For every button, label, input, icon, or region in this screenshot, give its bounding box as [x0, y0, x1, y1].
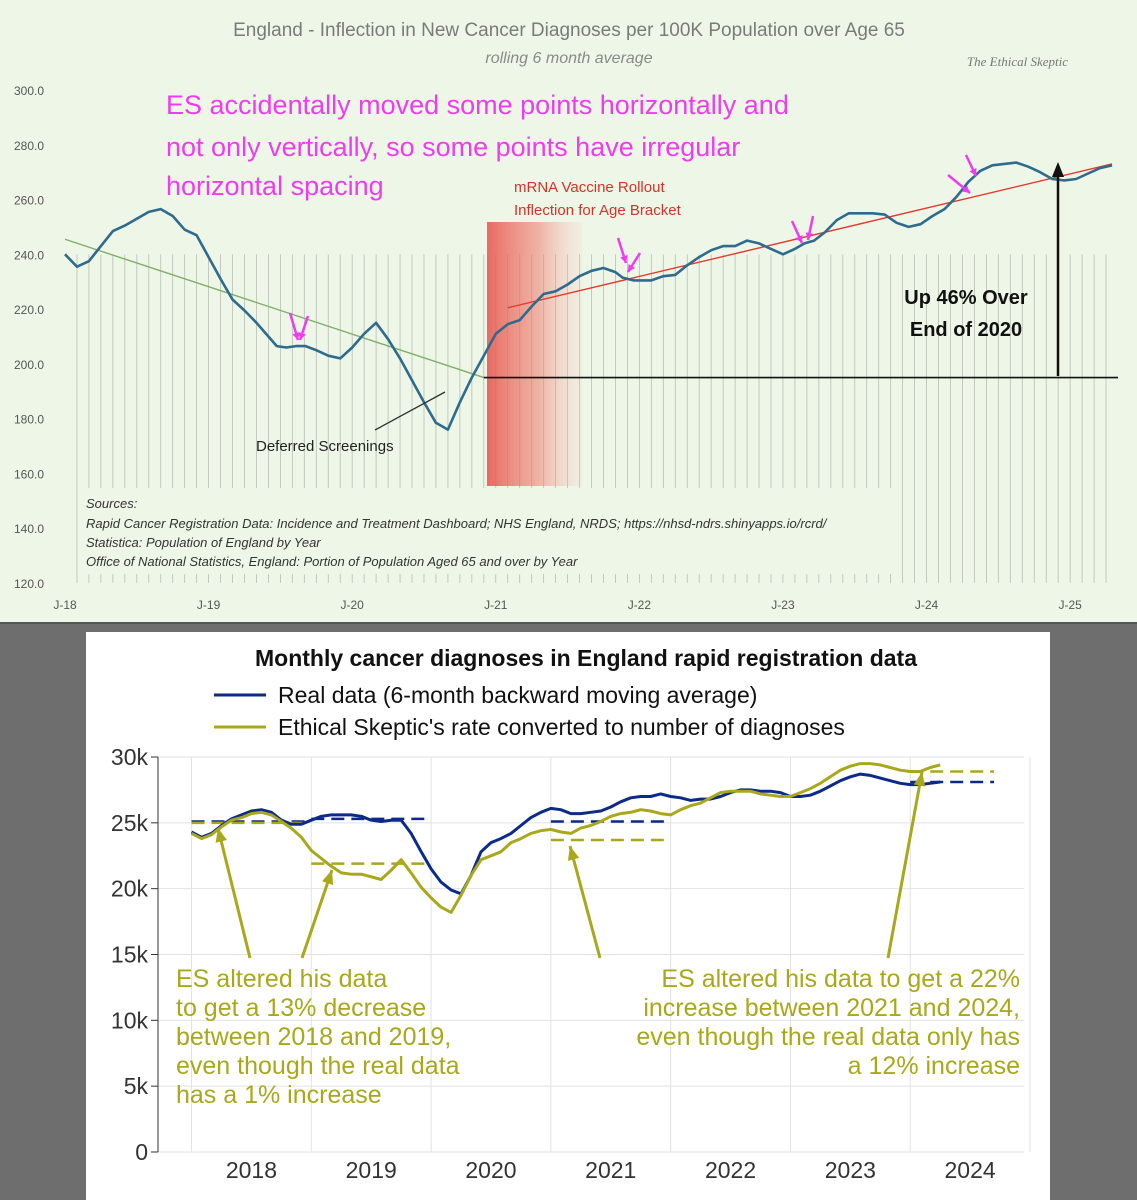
source-rcrd: Rapid Cancer Registration Data: Incidenc…: [86, 516, 828, 531]
note-line-2: not only vertically, so some points have…: [166, 132, 740, 162]
annotation-arrow-icon: [886, 771, 924, 959]
y-tick-label: 30k: [111, 744, 149, 770]
pink-arrow-head: [962, 185, 970, 193]
trend-line: [64, 238, 485, 379]
x-tick-label: J-22: [628, 598, 652, 612]
x-tick-label: J-23: [771, 598, 795, 612]
pink-arrow-head: [969, 168, 977, 176]
annotation-arrow-icon: [300, 869, 334, 959]
y-tick-label: 260.0: [14, 194, 44, 208]
vaccine-rollout-band: [487, 222, 582, 486]
left-annotation-line1: ES altered his data: [176, 965, 387, 993]
y-tick-label: 160.0: [14, 467, 44, 481]
sources-box: [78, 488, 900, 574]
pink-arrow-head: [292, 332, 300, 340]
y-tick-label: 220.0: [14, 303, 44, 317]
y-tick-label: 25k: [111, 810, 149, 836]
pink-arrow-head: [795, 235, 803, 243]
y-tick-label: 10k: [111, 1007, 149, 1033]
x-tick-label: 2024: [945, 1157, 996, 1183]
right-annotation-line1: ES altered his data to get a 22%: [661, 965, 1020, 993]
y-tick-label: 140.0: [14, 522, 44, 536]
up-46-label-line1: Up 46% Over: [904, 287, 1028, 309]
x-tick-label: J-25: [1058, 598, 1082, 612]
legend-es: Ethical Skeptic's rate converted to numb…: [278, 714, 845, 740]
y-tick-label: 15k: [111, 942, 149, 968]
note-line-1: ES accidentally moved some points horizo…: [166, 90, 789, 120]
annotation-arrow-head: [215, 828, 227, 843]
bottom-chart-title: Monthly cancer diagnoses in England rapi…: [255, 645, 917, 671]
es-data-line: [190, 762, 941, 914]
y-tick-label: 200.0: [14, 358, 44, 372]
pink-arrow-head: [805, 232, 814, 240]
top-chart-subtitle: rolling 6 month average: [485, 50, 652, 67]
x-tick-label: J-19: [197, 598, 221, 612]
left-annotation-line5: has a 1% increase: [176, 1081, 382, 1109]
y-tick-label: 240.0: [14, 248, 44, 262]
right-annotation-line4: a 12% increase: [848, 1052, 1020, 1080]
y-tick-label: 280.0: [14, 139, 44, 153]
y-tick-label: 5k: [124, 1073, 149, 1099]
top-chart-title: England - Inflection in New Cancer Diagn…: [233, 20, 905, 41]
source-statistica: Statistica: Population of England by Yea…: [86, 535, 321, 550]
rollout-label-line1: mRNA Vaccine Rollout: [514, 179, 665, 196]
pink-arrow-head: [620, 255, 628, 263]
right-annotation-line2: increase between 2021 and 2024,: [643, 994, 1020, 1022]
legend-real: Real data (6-month backward moving avera…: [278, 682, 757, 708]
horizontal-spacing-note: ES accidentally moved some points horizo…: [166, 90, 796, 201]
left-annotation-line2: to get a 13% decrease: [176, 994, 426, 1022]
real-data-line: [190, 772, 941, 896]
annotation-arrow-head: [567, 846, 580, 861]
y-tick-label: 180.0: [14, 413, 44, 427]
x-tick-label: 2019: [346, 1157, 397, 1183]
top-chart: England - Inflection in New Cancer Diagn…: [14, 20, 1118, 612]
up-46-arrow-head: [1052, 162, 1064, 177]
rate-series-line: [64, 161, 1113, 431]
bottom-chart-panel: Monthly cancer diagnoses in England rapi…: [86, 632, 1050, 1200]
y-tick-label: 0: [135, 1139, 148, 1165]
x-tick-label: 2023: [825, 1157, 876, 1183]
pink-arrow-head: [298, 332, 306, 340]
right-annotation: ES altered his data to get a 22% increas…: [636, 965, 1020, 1080]
x-tick-label: J-24: [915, 598, 939, 612]
annotation-arrow-head: [322, 870, 334, 885]
watermark: The Ethical Skeptic: [967, 54, 1068, 69]
x-tick-label: 2020: [465, 1157, 516, 1183]
top-chart-panel: England - Inflection in New Cancer Diagn…: [0, 0, 1137, 624]
x-tick-label: J-21: [484, 598, 508, 612]
x-tick-label: 2018: [226, 1157, 277, 1183]
x-tick-label: 2021: [585, 1157, 636, 1183]
left-annotation-line4: even though the real data: [176, 1052, 460, 1080]
up-46-label-line2: End of 2020: [910, 319, 1022, 341]
deferred-screenings-pointer: [374, 391, 446, 431]
y-tick-label: 20k: [111, 876, 149, 902]
source-ons: Office of National Statistics, England: …: [86, 554, 578, 569]
right-annotation-line3: even though the real data only has: [636, 1023, 1020, 1051]
rollout-label-line2: Inflection for Age Bracket: [514, 202, 682, 219]
annotation-arrow-head: [913, 772, 926, 787]
note-line-3: horizontal spacing: [166, 171, 384, 201]
annotation-arrow-icon: [568, 845, 602, 959]
x-tick-label: 2022: [705, 1157, 756, 1183]
y-tick-label: 300.0: [14, 84, 44, 98]
left-annotation: ES altered his data to get a 13% decreas…: [176, 965, 460, 1109]
left-annotation-line3: between 2018 and 2019,: [176, 1023, 451, 1051]
sources-title: Sources:: [86, 496, 138, 511]
bottom-chart: Monthly cancer diagnoses in England rapi…: [111, 645, 1031, 1183]
x-tick-label: J-20: [341, 598, 365, 612]
annotation-arrow-icon: [216, 827, 252, 959]
pink-arrow-head: [628, 264, 635, 272]
x-tick-label: J-18: [53, 598, 77, 612]
y-tick-label: 120.0: [14, 577, 44, 591]
deferred-screenings-label: Deferred Screenings: [256, 438, 394, 455]
